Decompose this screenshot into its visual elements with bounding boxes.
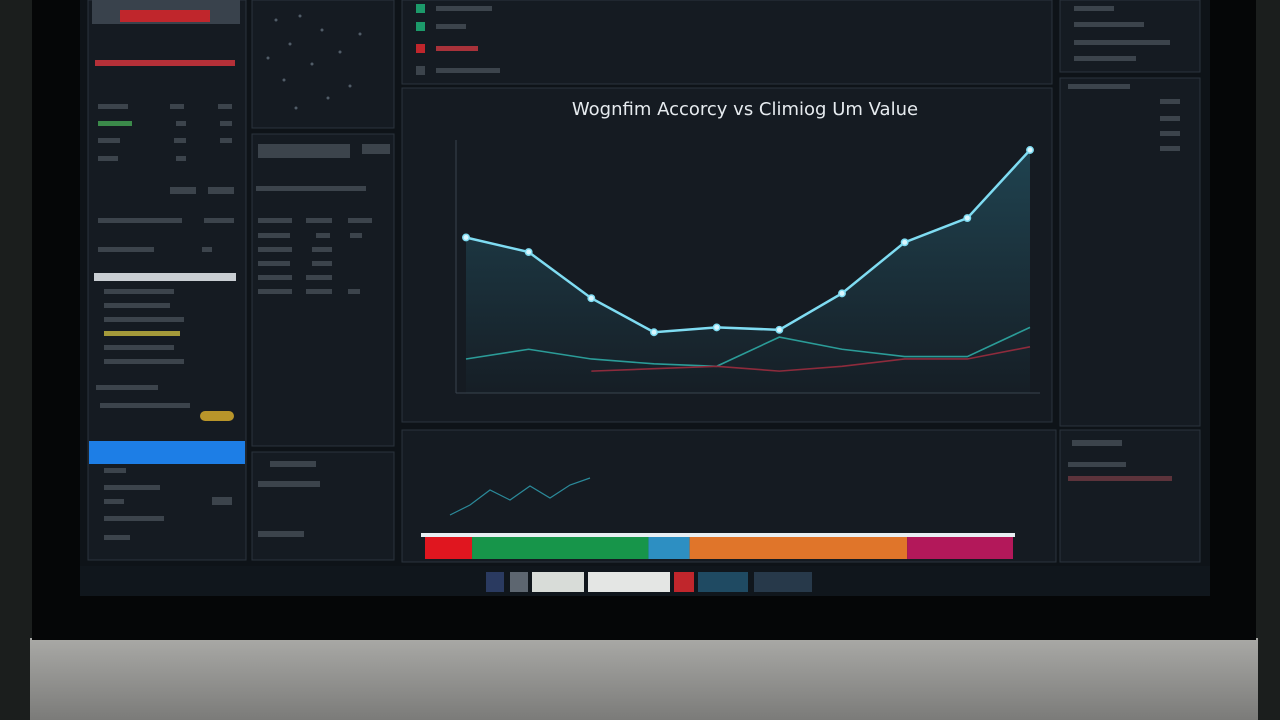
- top-legend-panel: [401, 0, 1053, 85]
- taskbar-button[interactable]: [510, 572, 528, 592]
- taskbar-button[interactable]: [754, 572, 812, 592]
- bar-segment: [689, 537, 908, 559]
- line-point: [587, 294, 596, 303]
- line-point: [1026, 146, 1034, 154]
- line-series: [465, 149, 1031, 334]
- right-sidebar: [1059, 0, 1201, 563]
- line-series: [591, 346, 1031, 372]
- taskbar-button[interactable]: [698, 572, 748, 592]
- taskbar-button[interactable]: [674, 572, 694, 592]
- taskbar-button[interactable]: [532, 572, 584, 592]
- bar-segment: [472, 537, 649, 559]
- taskbar-button[interactable]: [486, 572, 504, 592]
- sparkline: [449, 477, 591, 516]
- line-point: [838, 289, 846, 298]
- chart-title: Wognfim Accorcy vs Climiog Um Value: [572, 99, 918, 120]
- line-point: [712, 323, 721, 332]
- line-series: [465, 326, 1031, 368]
- line-point: [963, 214, 972, 222]
- line-point: [462, 233, 470, 242]
- bar-segment: [907, 537, 1013, 559]
- monitor-base: [30, 638, 1258, 720]
- bar-segment: [648, 537, 690, 559]
- line-point: [775, 325, 784, 334]
- stacked-bar-chart: [421, 533, 1015, 559]
- middle-column: [251, 0, 395, 561]
- bar-track: [421, 533, 1015, 537]
- line-chart: [462, 146, 1034, 393]
- bar-segment: [425, 537, 473, 559]
- taskbar: [80, 566, 1210, 596]
- line-point: [650, 328, 658, 337]
- line-point: [900, 238, 909, 247]
- left-sidebar: [87, 0, 247, 561]
- taskbar-button[interactable]: [588, 572, 670, 592]
- line-point: [524, 248, 533, 257]
- line-area: [466, 150, 1030, 393]
